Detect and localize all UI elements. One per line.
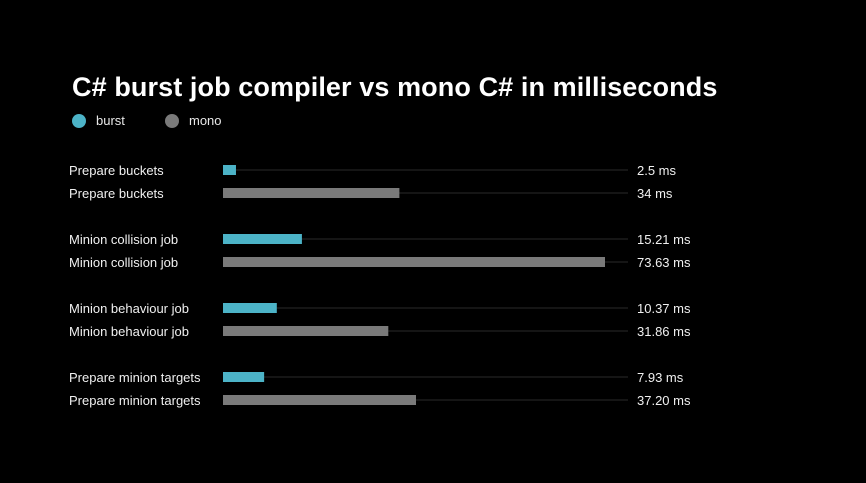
bar-minion-collision-job-mono xyxy=(223,257,605,267)
value-label-minion-behaviour-job-mono: 31.86 ms xyxy=(637,324,691,339)
category-label-prepare-buckets-burst: Prepare buckets xyxy=(69,163,164,178)
value-label-prepare-minion-targets-mono: 37.20 ms xyxy=(637,393,691,408)
value-label-minion-collision-job-mono: 73.63 ms xyxy=(637,255,691,270)
value-label-minion-collision-job-burst: 15.21 ms xyxy=(637,232,691,247)
value-label-prepare-buckets-mono: 34 ms xyxy=(637,186,673,201)
bar-prepare-buckets-burst xyxy=(223,165,236,175)
category-label-prepare-buckets-mono: Prepare buckets xyxy=(69,186,164,201)
category-label-minion-behaviour-job-burst: Minion behaviour job xyxy=(69,301,189,316)
value-label-prepare-buckets-burst: 2.5 ms xyxy=(637,163,677,178)
bar-prepare-minion-targets-burst xyxy=(223,372,264,382)
category-label-minion-collision-job-burst: Minion collision job xyxy=(69,232,178,247)
category-label-prepare-minion-targets-mono: Prepare minion targets xyxy=(69,393,201,408)
bar-prepare-buckets-mono xyxy=(223,188,399,198)
bar-minion-behaviour-job-burst xyxy=(223,303,277,313)
value-label-prepare-minion-targets-burst: 7.93 ms xyxy=(637,370,684,385)
category-label-minion-behaviour-job-mono: Minion behaviour job xyxy=(69,324,189,339)
value-label-minion-behaviour-job-burst: 10.37 ms xyxy=(637,301,691,316)
bar-prepare-minion-targets-mono xyxy=(223,395,416,405)
category-label-prepare-minion-targets-burst: Prepare minion targets xyxy=(69,370,201,385)
bar-minion-collision-job-burst xyxy=(223,234,302,244)
bar-minion-behaviour-job-mono xyxy=(223,326,388,336)
category-label-minion-collision-job-mono: Minion collision job xyxy=(69,255,178,270)
